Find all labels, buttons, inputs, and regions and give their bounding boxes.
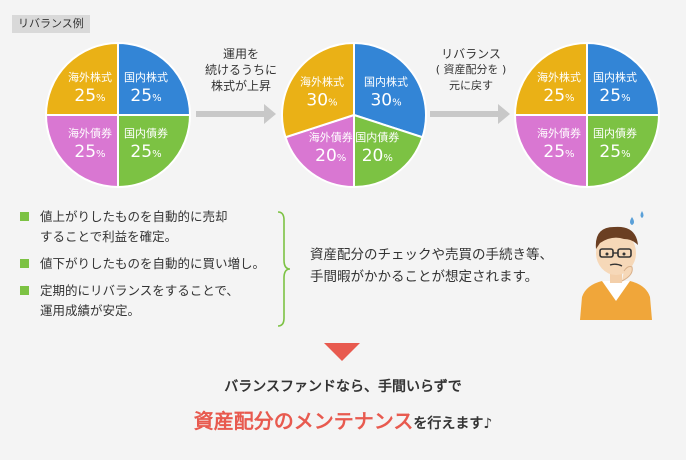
list-item-line: 定期的にリバランスをすることで、 [40, 283, 239, 298]
bullet-square-icon [20, 212, 29, 221]
merit-list: 値上がりしたものを自動的に売却 することで利益を確定。 値下がりしたものを自動的… [18, 207, 288, 328]
pie-charts: 国内株式 25% 国内債券 25% 海外債券 25% 海外株式 25% 国内株式 30% 国内債券 2… [44, 41, 661, 189]
pie-slice [44, 114, 119, 189]
slice-label: 国内債券 [124, 126, 168, 140]
slice-value: 25% [599, 86, 630, 106]
conclusion-highlight-line: 資産配分のメンテナンスを行えます♪ [0, 405, 686, 434]
pie-slice [353, 41, 427, 139]
slice-value: 20% [315, 146, 346, 166]
slice-value: 25% [130, 86, 161, 106]
arrow1-line: 運用を [222, 47, 259, 61]
pie-slice [513, 41, 588, 116]
slice-label: 国内株式 [593, 70, 637, 84]
slice-value: 25% [599, 142, 630, 162]
arrow1-label: 運用を 続けるうちに 株式が上昇 [196, 46, 286, 94]
pie-slice [586, 114, 661, 189]
rebalance-example-tag: リバランス例 [12, 15, 90, 33]
pie-slice [117, 41, 192, 116]
slice-value: 30% [306, 91, 337, 111]
list-item: 値上がりしたものを自動的に売却 することで利益を確定。 [18, 207, 288, 247]
bullet-square-icon [20, 286, 29, 295]
list-item-line: 値上がりしたものを自動的に売却 [40, 209, 228, 224]
note-line: 手間暇がかかることが想定されます。 [310, 269, 539, 285]
slice-label: 海外債券 [537, 126, 581, 140]
list-item-line: することで利益を確定。 [40, 229, 178, 244]
slice-value: 25% [543, 142, 574, 162]
arrow2-line: 資産配分を [443, 63, 499, 76]
worried-man-icon [580, 211, 652, 320]
pie-slice [513, 114, 588, 189]
slice-value: 25% [130, 142, 161, 162]
conclusion-suffix: を行えます♪ [413, 416, 493, 432]
slice-label: 国内債券 [593, 126, 637, 140]
pie-slice [44, 41, 119, 116]
pie-chart-3: 国内株式 25% 国内債券 25% 海外債券 25% 海外株式 25% [513, 41, 661, 189]
maintenance-highlight: 資産配分のメンテナンス [193, 409, 414, 433]
slice-value: 25% [74, 142, 105, 162]
slice-label: 海外株式 [68, 70, 112, 84]
arrow2-line: リバランス [441, 47, 501, 61]
pie-slice [353, 113, 424, 189]
arrow-2 [430, 104, 510, 124]
slice-label: 国内株式 [124, 70, 168, 84]
slice-label: 国内債券 [355, 130, 399, 144]
arrow2-line: 元に戻す [449, 79, 493, 92]
arrow1-line: 続けるうちに [204, 63, 277, 77]
conclusion-line: バランスファンドなら、手間いらずで [224, 379, 462, 395]
list-item: 値下がりしたものを自動的に買い増し。 [18, 254, 288, 274]
arrow2-label: リバランス ( 資産配分を ) 元に戻す [426, 46, 516, 94]
slice-label: 海外株式 [300, 75, 344, 89]
list-item-line: 値下がりしたものを自動的に買い増し。 [40, 256, 266, 271]
arrow2-line: ( 資産配分を ) [435, 63, 507, 76]
pie-slice [117, 114, 192, 189]
pie-chart-2: 国内株式 30% 国内債券 20% 海外債券 20% 海外株式 30% [281, 41, 427, 189]
list-item-line: 運用成績が安定。 [40, 303, 141, 318]
slice-label: 海外債券 [68, 126, 112, 140]
slice-value: 25% [543, 86, 574, 106]
curly-brace-icon [277, 211, 291, 327]
slice-value: 20% [362, 146, 393, 166]
arrow-1 [196, 104, 276, 124]
pie-slice [284, 113, 355, 189]
slice-value: 25% [74, 86, 105, 106]
slice-value: 30% [370, 91, 401, 111]
arrow1-line: 株式が上昇 [210, 79, 271, 93]
slice-label: 海外株式 [537, 70, 581, 84]
pie-chart-1: 国内株式 25% 国内債券 25% 海外債券 25% 海外株式 25% [44, 41, 192, 189]
slice-label: 国内株式 [364, 75, 408, 89]
pie-slice [586, 41, 661, 116]
pie-slice [281, 41, 355, 139]
note-line: 資産配分のチェックや売買の手続き等、 [310, 247, 553, 263]
down-arrow-icon [324, 343, 360, 361]
list-item: 定期的にリバランスをすることで、 運用成績が安定。 [18, 281, 288, 321]
note-text: 資産配分のチェックや売買の手続き等、 手間暇がかかることが想定されます。 [310, 244, 553, 288]
bullet-square-icon [20, 259, 29, 268]
slice-label: 海外債券 [309, 130, 353, 144]
